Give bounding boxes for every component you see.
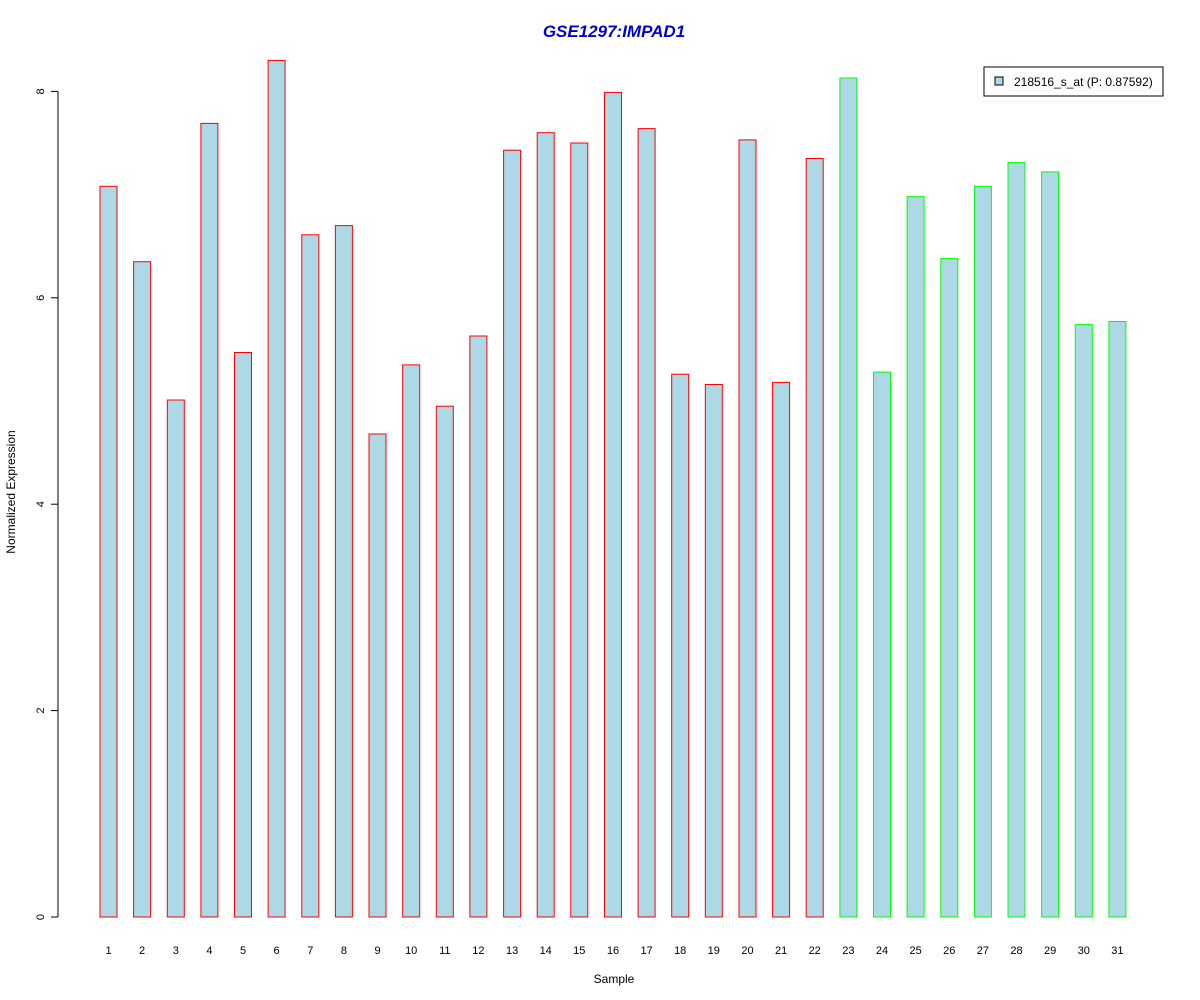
x-tick-label: 12 <box>472 945 484 957</box>
x-tick-label: 4 <box>206 945 212 957</box>
bar-sample-21 <box>772 381 791 918</box>
x-tick-label: 21 <box>775 945 787 957</box>
x-tick-label: 24 <box>876 945 888 957</box>
bar-sample-15 <box>570 142 589 918</box>
x-tick-label: 15 <box>573 945 585 957</box>
bar-sample-28 <box>1007 162 1026 918</box>
chart-title: GSE1297:IMPAD1 <box>543 22 685 41</box>
bar-sample-6 <box>267 59 286 918</box>
x-tick-label: 7 <box>307 945 313 957</box>
bar-sample-4 <box>200 122 219 918</box>
x-tick-label: 2 <box>139 945 145 957</box>
bar-sample-27 <box>973 185 992 918</box>
bar-sample-30 <box>1074 324 1093 918</box>
bar-sample-12 <box>469 335 488 918</box>
legend-box <box>983 66 1164 97</box>
bar-sample-22 <box>805 158 824 918</box>
bar-sample-24 <box>873 371 891 918</box>
x-tick-label: 1 <box>105 945 111 957</box>
y-tick-label: 8 <box>35 88 47 94</box>
x-tick-label: 9 <box>374 945 380 957</box>
legend: 218516_s_at (P: 0.87592) <box>983 66 1164 97</box>
x-tick-label: 23 <box>842 945 854 957</box>
x-tick-label: 19 <box>708 945 720 957</box>
x-tick-label: 31 <box>1111 945 1123 957</box>
x-axis-label: Sample <box>594 972 635 986</box>
x-tick-label: 3 <box>173 945 179 957</box>
x-tick-label: 28 <box>1010 945 1022 957</box>
bar-sample-23 <box>839 77 858 918</box>
legend-label: 218516_s_at (P: 0.87592) <box>1014 75 1153 89</box>
y-tick-label: 2 <box>35 708 47 714</box>
x-tick-label: 27 <box>977 945 989 957</box>
bar-sample-3 <box>166 399 185 918</box>
x-tick-label: 18 <box>674 945 686 957</box>
bar-sample-19 <box>704 384 723 918</box>
x-tick-label: 25 <box>909 945 921 957</box>
bars <box>99 59 1127 918</box>
y-axis: 0 2 4 6 8 <box>35 88 59 920</box>
bar-sample-11 <box>435 405 454 918</box>
x-tick-label: 14 <box>540 945 552 957</box>
bar-sample-8 <box>334 225 353 918</box>
y-tick-label: 6 <box>35 295 47 301</box>
bar-sample-1 <box>99 185 118 918</box>
x-tick-label: 10 <box>405 945 417 957</box>
bar-sample-10 <box>402 364 421 918</box>
x-tick-label: 30 <box>1078 945 1090 957</box>
bar-sample-31 <box>1108 321 1127 918</box>
bar-sample-9 <box>368 433 387 918</box>
bar-sample-16 <box>604 91 622 918</box>
legend-swatch <box>994 76 1004 86</box>
x-tick-label: 11 <box>439 945 450 957</box>
x-tick-label: 17 <box>640 945 652 957</box>
y-tick-label: 0 <box>35 914 47 920</box>
bar-sample-14 <box>536 132 555 918</box>
x-tick-label: 22 <box>809 945 821 957</box>
x-tick-labels: 1 2 3 4 5 6 7 8 9 10 11 12 13 14 15 16 17 18 19 20 21 22 23 24 2… <box>105 945 1123 957</box>
bar-sample-29 <box>1041 171 1060 918</box>
x-tick-label: 8 <box>341 945 347 957</box>
bar-sample-2 <box>133 261 152 918</box>
bar-sample-13 <box>503 149 522 918</box>
x-tick-label: 26 <box>943 945 955 957</box>
x-tick-label: 16 <box>607 945 619 957</box>
bar-sample-17 <box>637 128 656 918</box>
x-tick-label: 29 <box>1044 945 1056 957</box>
bar-sample-7 <box>301 234 320 918</box>
x-tick-label: 6 <box>274 945 280 957</box>
bar-sample-25 <box>906 196 925 918</box>
bar-sample-20 <box>738 139 757 918</box>
x-tick-label: 13 <box>506 945 518 957</box>
y-axis-label: Normalized Expression <box>4 430 18 553</box>
x-tick-label: 5 <box>240 945 246 957</box>
bar-sample-26 <box>940 258 959 918</box>
y-tick-label: 4 <box>35 501 47 507</box>
bar-sample-18 <box>671 373 690 918</box>
bar-sample-5 <box>234 352 252 918</box>
x-tick-label: 20 <box>741 945 753 957</box>
